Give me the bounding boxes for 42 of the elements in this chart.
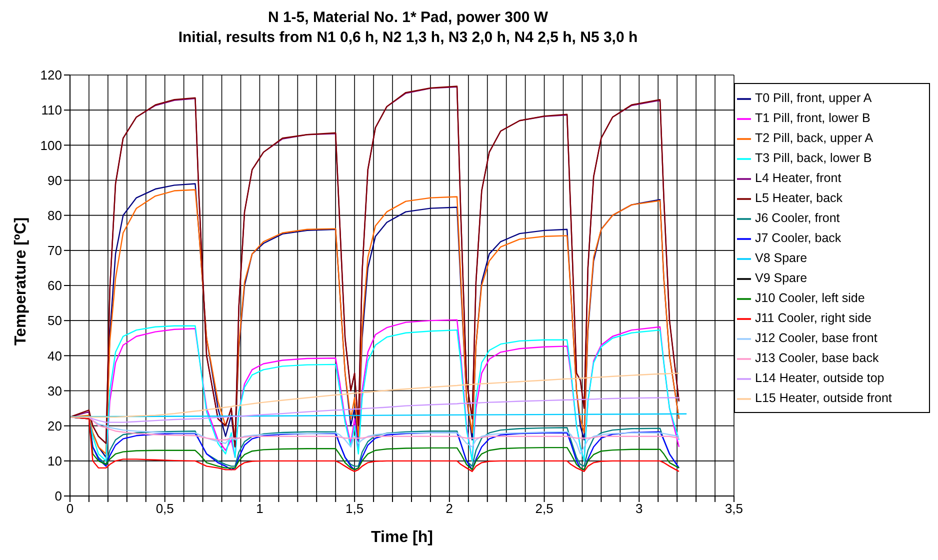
y-tick-label: 70 <box>48 243 62 258</box>
x-tick-label: 3 <box>636 501 643 516</box>
legend-label: V8 Spare <box>755 251 808 265</box>
legend-label: L15 Heater, outside front <box>755 391 892 405</box>
x-tick-label: 0 <box>66 501 74 516</box>
chart-subtitle: Initial, results from N1 0,6 h, N2 1,3 h, N3 2,0 h, N4 2,5 h, N5 3,0 h <box>177 28 639 48</box>
legend-label: J11 Cooler, right side <box>755 311 872 325</box>
legend-label: L14 Heater, outside top <box>755 371 884 385</box>
legend-label: T0 Pill, front, upper A <box>755 91 872 105</box>
y-tick-label: 80 <box>48 208 62 223</box>
y-tick-label: 0 <box>54 488 62 504</box>
x-tick-label: 2 <box>446 501 454 516</box>
y-axis-title: Temperature [ºC] <box>12 217 30 346</box>
y-tick-label: 110 <box>41 102 62 118</box>
y-tick-label: 10 <box>48 454 62 469</box>
legend-label: J7 Cooler, back <box>755 231 842 245</box>
legend-label: V9 Spare <box>755 271 808 285</box>
legend-label: L4 Heater, front <box>755 171 842 185</box>
x-tick-label: 3,5 <box>724 501 744 516</box>
y-tick-label: 90 <box>48 172 62 188</box>
legend-label: J13 Cooler, base back <box>755 351 879 365</box>
y-tick-label: 20 <box>48 418 62 434</box>
chart-title: N 1-5, Material No. 1* Pad, power 300 W <box>266 8 550 28</box>
y-tick-label: 30 <box>48 383 62 398</box>
y-tick-label: 40 <box>48 348 62 364</box>
y-tick-label: 60 <box>48 278 62 294</box>
x-tick-label: 1 <box>256 501 264 516</box>
y-tick-label: 120 <box>40 68 62 83</box>
legend-label: J10 Cooler, left side <box>755 291 865 305</box>
legend-label: T3 Pill, back, lower B <box>755 151 872 165</box>
y-tick-label: 100 <box>40 138 62 153</box>
x-tick-label: 1,5 <box>346 501 364 516</box>
legend-label: J12 Cooler, base front <box>755 331 878 345</box>
legend-label: J6 Cooler, front <box>755 211 840 225</box>
legend-label: T1 Pill, front, lower B <box>755 111 870 125</box>
line-series <box>70 372 680 418</box>
legend-label: T2 Pill, back, upper A <box>755 131 874 145</box>
x-axis-title: Time [h] <box>371 529 433 546</box>
legend-label: L5 Heater, back <box>755 191 843 205</box>
x-tick-label: 0,5 <box>156 501 174 516</box>
x-tick-label: 2,5 <box>535 501 554 516</box>
y-tick-label: 50 <box>48 313 62 328</box>
